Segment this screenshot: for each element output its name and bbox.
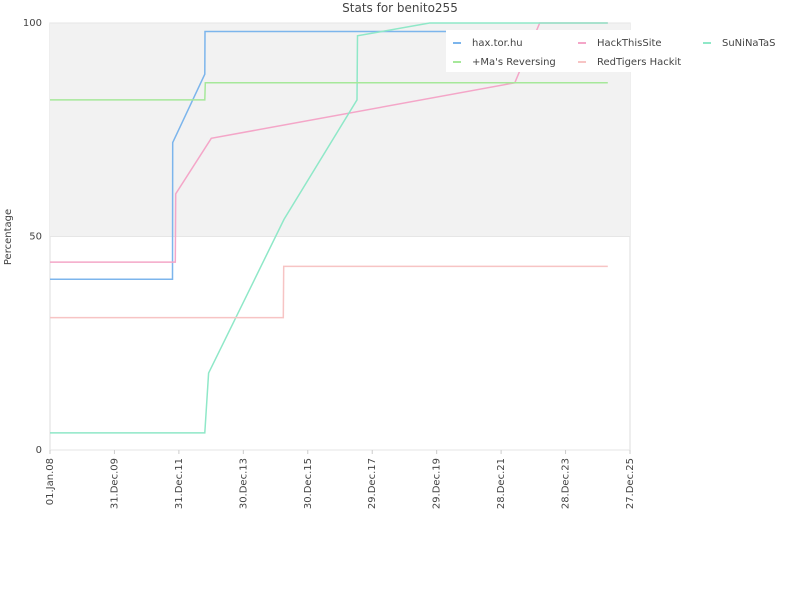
y-tick-label: 100: [23, 18, 42, 29]
x-tick-label: 29.Dec.17: [367, 458, 378, 509]
x-tick-label: 31.Dec.11: [174, 458, 185, 509]
x-tick-label: 28.Dec.21: [496, 458, 507, 509]
x-tick-label: 27.Dec.25: [625, 458, 636, 509]
legend-box: [446, 30, 786, 72]
y-tick-label: 50: [29, 232, 42, 243]
x-tick-label: 30.Dec.13: [238, 458, 249, 509]
legend-label: hax.tor.hu: [472, 38, 523, 49]
x-tick-label: 01.Jan.08: [45, 458, 56, 505]
legend-label: HackThisSite: [597, 38, 662, 49]
x-tick-label: 29.Dec.19: [432, 458, 443, 509]
legend-label: SuNiNaTaS: [722, 38, 775, 49]
chart-title: Stats for benito255: [342, 1, 458, 15]
series-line: [50, 265, 608, 319]
x-tick-label: 28.Dec.23: [561, 458, 572, 509]
y-tick-label: 0: [36, 445, 42, 456]
series-line: [50, 82, 608, 101]
y-axis-label: Percentage: [3, 209, 14, 265]
legend-label: +Ma's Reversing: [472, 57, 556, 68]
series-line: [50, 30, 608, 280]
legend-label: RedTigers Hackit: [597, 57, 681, 68]
x-tick-label: 30.Dec.15: [303, 458, 314, 509]
series-line: [50, 22, 608, 434]
x-tick-label: 31.Dec.09: [109, 458, 120, 509]
